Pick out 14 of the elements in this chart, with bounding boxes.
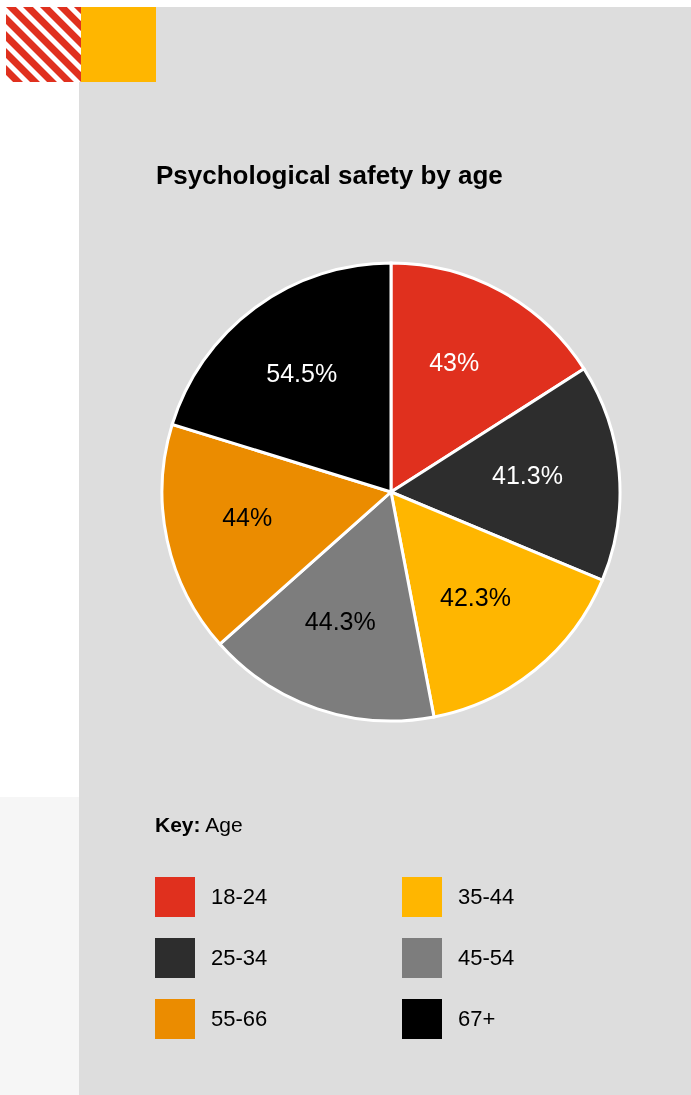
legend-label: 35-44 (458, 884, 515, 910)
data-label: 44.3% (304, 607, 376, 636)
data-label: 42.3% (440, 583, 511, 612)
legend-label: 67+ (458, 1006, 496, 1032)
data-label: 44% (222, 503, 273, 532)
legend-title: Key: Age (155, 813, 244, 837)
data-label: 54.5% (266, 358, 338, 387)
legend-label: 55-66 (211, 1006, 268, 1032)
data-label: 43% (429, 348, 480, 377)
data-label: 41.3% (492, 460, 563, 489)
legend-label: 25-34 (211, 945, 268, 971)
legend-label: 18-24 (211, 884, 268, 910)
legend-label: 45-54 (458, 945, 515, 971)
chart-title: Psychological safety by age (156, 160, 503, 191)
